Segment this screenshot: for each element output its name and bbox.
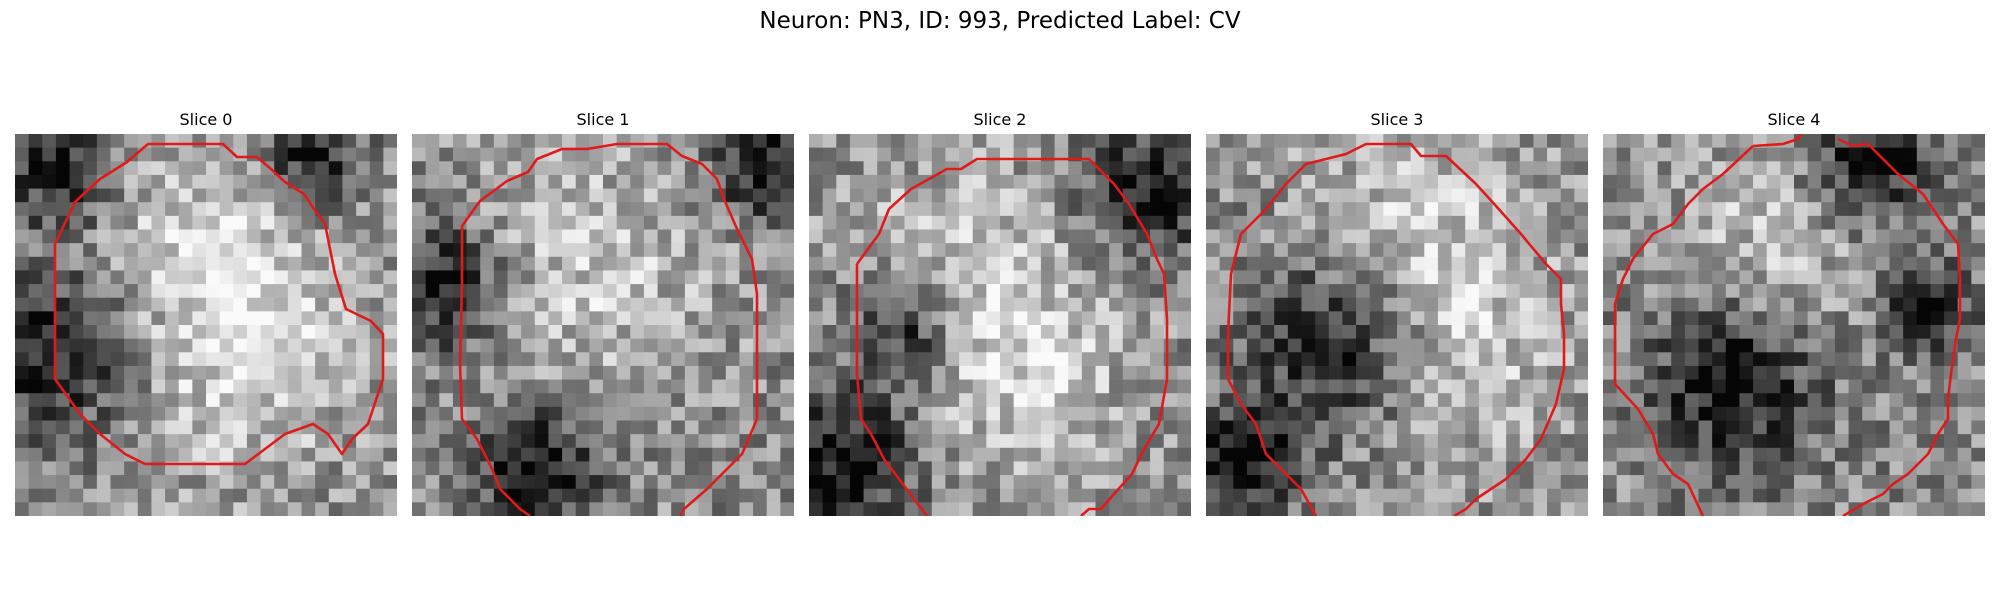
pixel-grid	[1206, 134, 1588, 516]
roi-contour	[53, 142, 385, 466]
slice-title: Slice 3	[1370, 110, 1424, 129]
roi-contour	[855, 157, 1169, 516]
slice-image	[1603, 134, 1985, 516]
figure-title: Neuron: PN3, ID: 993, Predicted Label: C…	[759, 8, 1241, 34]
slice-title: Slice 1	[576, 110, 630, 129]
pixel-grid	[15, 134, 397, 516]
slice-title: Slice 4	[1767, 110, 1821, 129]
slice-image	[1206, 134, 1588, 516]
slice-title: Slice 0	[179, 110, 233, 129]
slice-image	[15, 134, 397, 516]
roi-contour	[1613, 134, 1962, 516]
roi-contour	[458, 142, 759, 516]
slice-image	[412, 134, 794, 516]
pixel-grid	[809, 134, 1191, 516]
slice-title: Slice 2	[973, 110, 1027, 129]
slice-image	[809, 134, 1191, 516]
pixel-grid	[1603, 134, 1985, 516]
pixel-grid	[412, 134, 794, 516]
roi-contour	[1226, 142, 1566, 516]
